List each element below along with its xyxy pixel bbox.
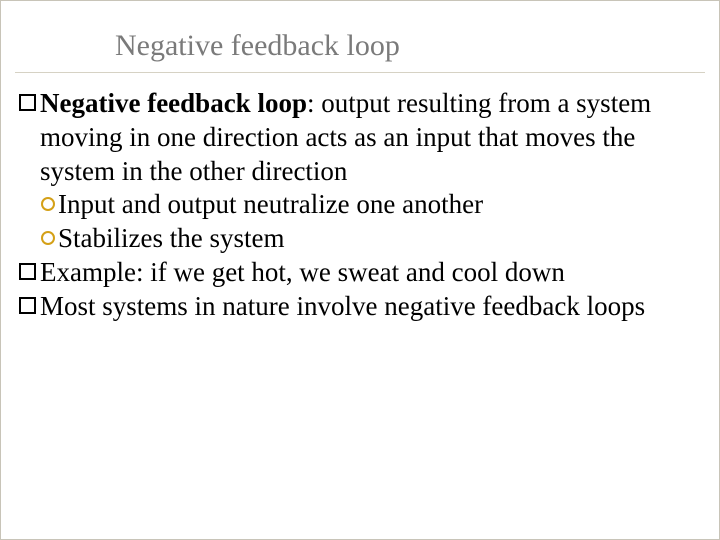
list-item: Negative feedback loop: output resulting… xyxy=(19,87,701,188)
list-item: Most systems in nature involve negative … xyxy=(19,290,701,324)
body-text: Input and output neutralize one another xyxy=(58,188,483,222)
body-text: Negative feedback loop: output resulting… xyxy=(40,87,701,188)
list-item: Input and output neutralize one another xyxy=(19,188,701,222)
slide-title: Negative feedback loop xyxy=(115,29,400,63)
body-text: Stabilizes the system xyxy=(58,222,284,256)
title-region: Negative feedback loop xyxy=(15,19,705,73)
body-region: Negative feedback loop: output resulting… xyxy=(19,87,701,509)
slide-container: Negative feedback loop Negative feedback… xyxy=(0,0,720,540)
circle-bullet-icon xyxy=(41,197,55,211)
circle-bullet-icon xyxy=(41,231,55,245)
bold-term: Negative feedback loop xyxy=(40,88,307,118)
list-item: Stabilizes the system xyxy=(19,222,701,256)
body-text: Example: if we get hot, we sweat and coo… xyxy=(40,256,565,290)
body-text: Most systems in nature involve negative … xyxy=(40,290,645,324)
square-bullet-icon xyxy=(19,297,36,314)
square-bullet-icon xyxy=(19,94,36,111)
list-item: Example: if we get hot, we sweat and coo… xyxy=(19,256,701,290)
square-bullet-icon xyxy=(19,263,36,280)
